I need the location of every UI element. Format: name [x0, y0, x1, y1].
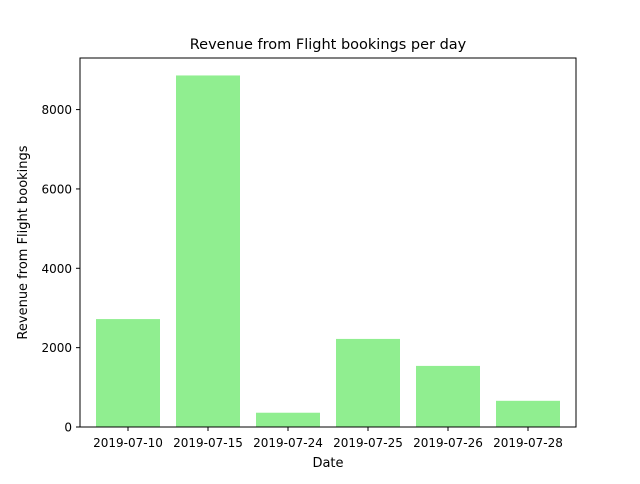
bars-group — [96, 75, 560, 428]
y-tick-label: 4000 — [41, 262, 72, 276]
y-tick-label: 8000 — [41, 103, 72, 117]
bar-2019-07-15 — [176, 75, 240, 428]
x-axis-label: Date — [312, 456, 343, 471]
chart-title: Revenue from Flight bookings per day — [190, 37, 467, 53]
x-tick-label: 2019-07-28 — [493, 436, 563, 450]
x-tick-label: 2019-07-15 — [173, 436, 243, 450]
bar-2019-07-10 — [96, 319, 160, 427]
x-tick-label: 2019-07-10 — [93, 436, 163, 450]
x-tick-label: 2019-07-25 — [333, 436, 403, 450]
y-axis-ticks: 0 2000 4000 6000 8000 — [41, 103, 80, 435]
y-tick-label: 2000 — [41, 341, 72, 355]
x-axis-ticks: 2019-07-10 2019-07-15 2019-07-24 2019-07-25… — [93, 427, 563, 450]
x-tick-label: 2019-07-24 — [253, 436, 323, 450]
y-axis-label: Revenue from Flight bookings — [16, 145, 31, 339]
bar-2019-07-24 — [256, 412, 320, 427]
y-tick-label: 0 — [64, 421, 72, 435]
y-tick-label: 6000 — [41, 182, 72, 196]
bar-2019-07-28 — [496, 400, 560, 427]
bar-2019-07-25 — [336, 338, 400, 427]
bar-2019-07-26 — [416, 365, 480, 427]
plot-frame — [79, 57, 577, 428]
x-tick-label: 2019-07-26 — [413, 436, 483, 450]
